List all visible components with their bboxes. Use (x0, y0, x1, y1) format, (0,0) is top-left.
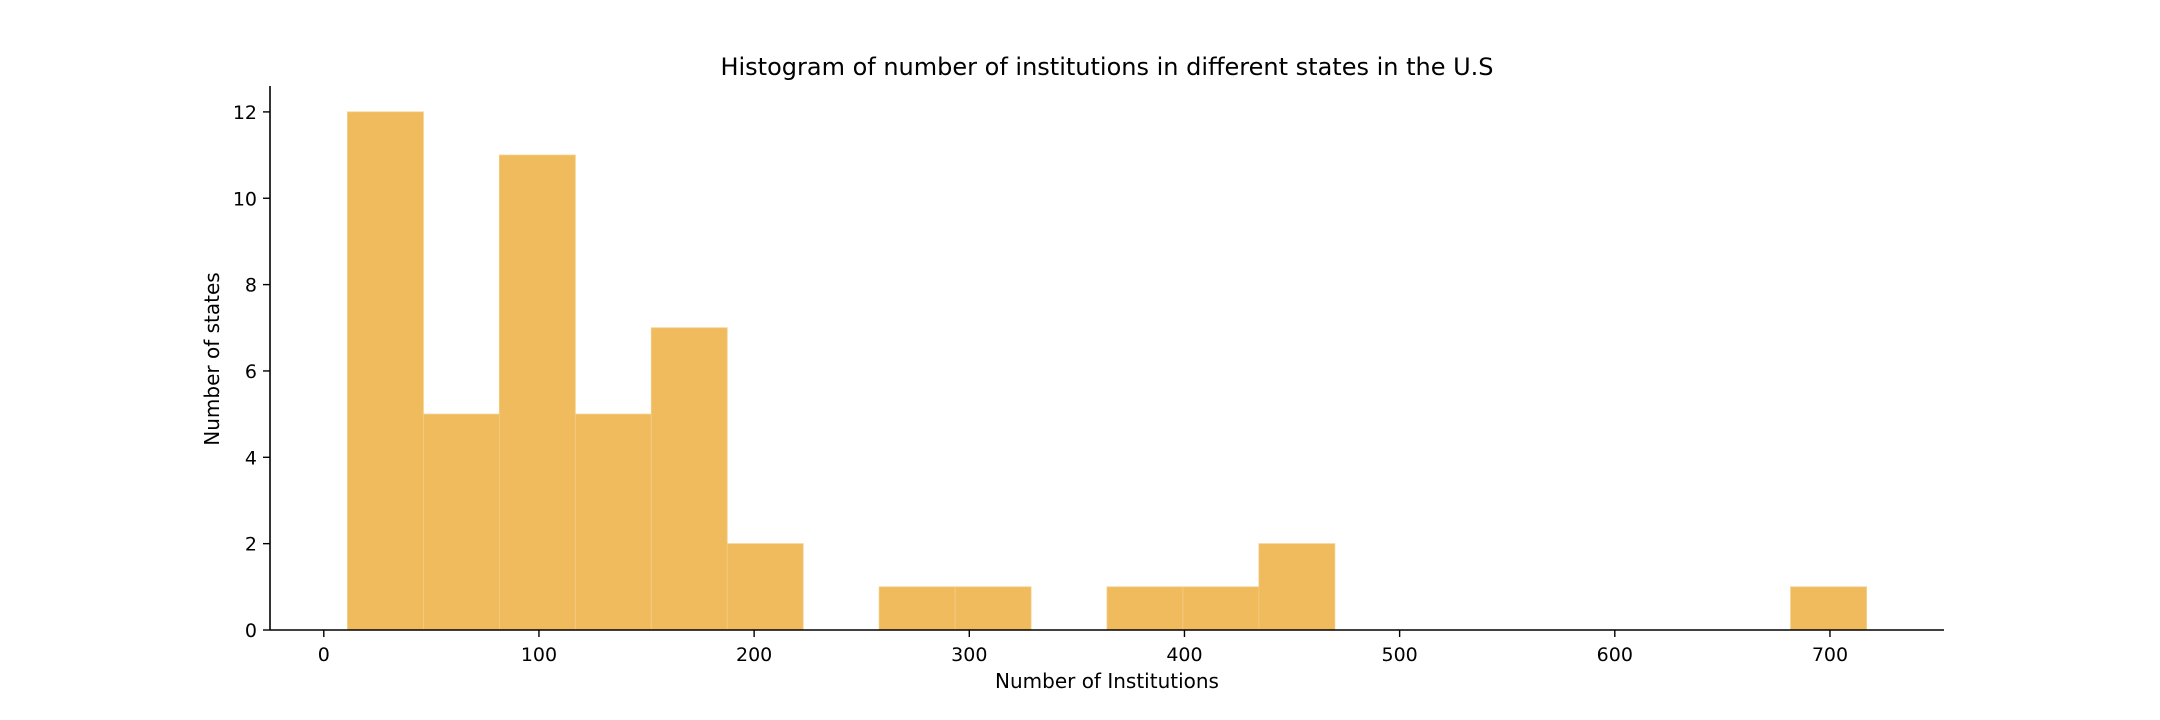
histogram-bar (423, 413, 500, 631)
x-tick-label: 300 (951, 644, 987, 666)
histogram-bar (726, 543, 804, 631)
x-tick-label: 400 (1166, 644, 1202, 666)
histogram-bar (1790, 586, 1867, 631)
x-tick-label: 200 (736, 644, 772, 666)
histogram-bar (498, 154, 576, 631)
axes-group: 0 100 200 300 400 500 600 700 0 2 4 6 8 10 12 (233, 86, 1944, 666)
x-tick-label: 700 (1812, 644, 1848, 666)
y-tick-label: 6 (245, 361, 257, 383)
histogram-bar (347, 111, 424, 631)
y-tick-label: 4 (245, 447, 257, 469)
bars-group (347, 111, 1867, 631)
y-tick-label: 12 (233, 102, 257, 124)
y-axis-label: Number of states (200, 272, 224, 445)
histogram-bar (878, 586, 956, 631)
y-tick-label: 2 (245, 534, 257, 556)
y-tick-label: 10 (233, 188, 257, 210)
histogram-bar (1106, 586, 1184, 631)
histogram-bar (1182, 586, 1260, 631)
x-tick-label: 100 (521, 644, 557, 666)
chart-title: Histogram of number of institutions in d… (720, 53, 1493, 81)
x-tick-label: 500 (1381, 644, 1417, 666)
histogram-bar (954, 586, 1032, 631)
y-tick-label: 0 (245, 620, 257, 642)
histogram-bar (650, 327, 728, 631)
y-tick-label: 8 (245, 275, 257, 297)
x-tick-label: 0 (318, 644, 330, 666)
histogram-bar (1258, 543, 1336, 631)
histogram-bar (574, 413, 652, 631)
x-tick-label: 600 (1597, 644, 1633, 666)
x-axis-label: Number of Institutions (995, 669, 1219, 693)
